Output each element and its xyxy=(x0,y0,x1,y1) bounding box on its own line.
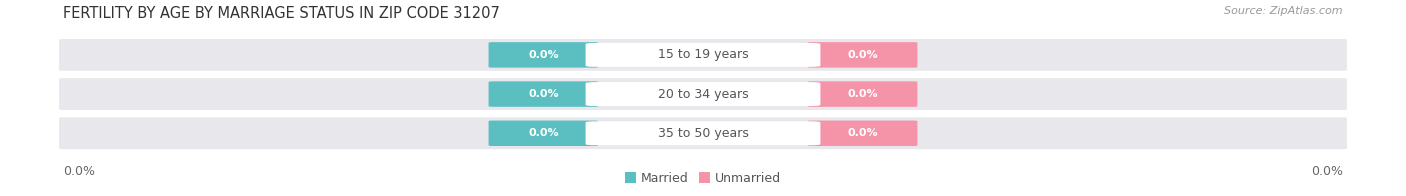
FancyBboxPatch shape xyxy=(489,121,599,146)
Text: 0.0%: 0.0% xyxy=(1310,165,1343,178)
FancyBboxPatch shape xyxy=(59,39,1347,71)
FancyBboxPatch shape xyxy=(585,43,821,67)
Text: 0.0%: 0.0% xyxy=(848,89,877,99)
Text: 35 to 50 years: 35 to 50 years xyxy=(658,127,748,140)
Legend: Married, Unmarried: Married, Unmarried xyxy=(620,167,786,190)
FancyBboxPatch shape xyxy=(489,42,599,68)
FancyBboxPatch shape xyxy=(489,81,599,107)
FancyBboxPatch shape xyxy=(808,42,917,68)
Text: 0.0%: 0.0% xyxy=(529,89,558,99)
Text: 15 to 19 years: 15 to 19 years xyxy=(658,48,748,61)
Text: Source: ZipAtlas.com: Source: ZipAtlas.com xyxy=(1225,6,1343,16)
Text: 0.0%: 0.0% xyxy=(848,50,877,60)
FancyBboxPatch shape xyxy=(59,78,1347,110)
FancyBboxPatch shape xyxy=(808,121,917,146)
Text: FERTILITY BY AGE BY MARRIAGE STATUS IN ZIP CODE 31207: FERTILITY BY AGE BY MARRIAGE STATUS IN Z… xyxy=(63,6,501,21)
Text: 0.0%: 0.0% xyxy=(529,128,558,138)
Text: 0.0%: 0.0% xyxy=(63,165,96,178)
Text: 0.0%: 0.0% xyxy=(848,128,877,138)
Text: 20 to 34 years: 20 to 34 years xyxy=(658,88,748,101)
FancyBboxPatch shape xyxy=(585,82,821,106)
FancyBboxPatch shape xyxy=(59,117,1347,149)
FancyBboxPatch shape xyxy=(808,81,917,107)
Text: 0.0%: 0.0% xyxy=(529,50,558,60)
FancyBboxPatch shape xyxy=(585,121,821,145)
